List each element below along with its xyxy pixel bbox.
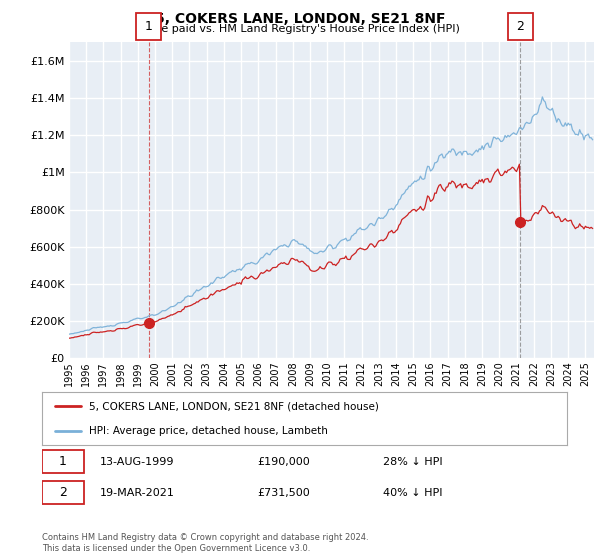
Text: £190,000: £190,000 [257,456,310,466]
Text: 5, COKERS LANE, LONDON, SE21 8NF (detached house): 5, COKERS LANE, LONDON, SE21 8NF (detach… [89,402,379,412]
Text: 2: 2 [516,20,524,33]
Text: 1: 1 [59,455,67,468]
FancyBboxPatch shape [42,481,84,504]
Text: 28% ↓ HPI: 28% ↓ HPI [383,456,443,466]
Text: Contains HM Land Registry data © Crown copyright and database right 2024.
This d: Contains HM Land Registry data © Crown c… [42,533,368,553]
Text: 1: 1 [145,20,152,33]
Text: 2: 2 [59,486,67,499]
Text: 5, COKERS LANE, LONDON, SE21 8NF: 5, COKERS LANE, LONDON, SE21 8NF [155,12,445,26]
Text: 13-AUG-1999: 13-AUG-1999 [100,456,174,466]
Text: £731,500: £731,500 [257,488,310,498]
Text: 19-MAR-2021: 19-MAR-2021 [100,488,175,498]
Text: 40% ↓ HPI: 40% ↓ HPI [383,488,443,498]
FancyBboxPatch shape [42,450,84,473]
Text: Price paid vs. HM Land Registry's House Price Index (HPI): Price paid vs. HM Land Registry's House … [140,24,460,34]
Text: HPI: Average price, detached house, Lambeth: HPI: Average price, detached house, Lamb… [89,426,328,436]
